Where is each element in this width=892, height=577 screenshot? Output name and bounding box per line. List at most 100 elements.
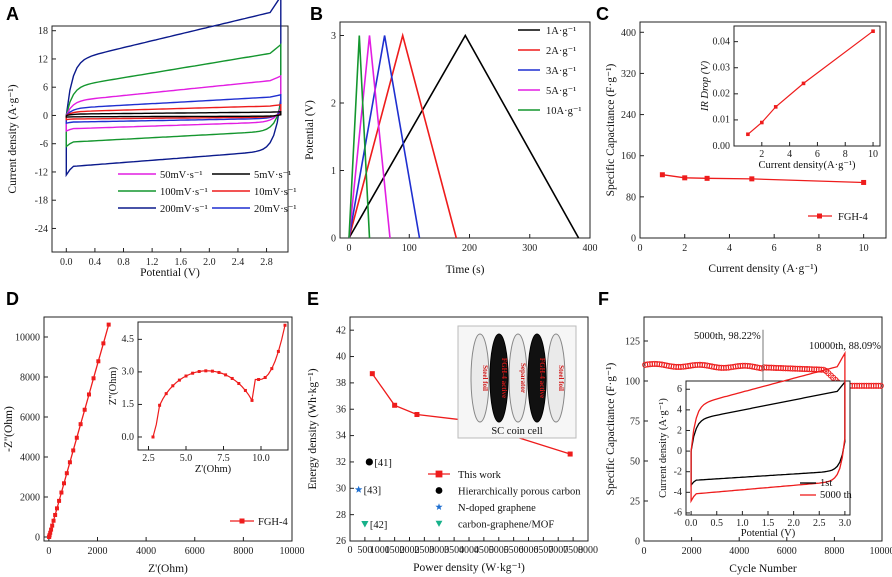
x-tick-label: 8000 xyxy=(233,546,253,557)
y-tick-label: 0 xyxy=(677,446,682,457)
annotation-5000: 5000th, 98.22% xyxy=(694,331,761,342)
x-tick-label: 6 xyxy=(815,149,820,160)
inset-y-label: IR Drop (V) xyxy=(700,60,711,112)
x-tick-label: 7.5 xyxy=(217,453,230,464)
x-tick-label: 7500 xyxy=(563,545,583,556)
x-tick-label: 4 xyxy=(727,243,732,254)
data-point xyxy=(106,322,111,327)
x-tick-label: 2000 xyxy=(87,546,107,557)
data-point xyxy=(59,490,64,495)
x-tick-label: 8 xyxy=(816,243,821,254)
y-tick-label: 2 xyxy=(331,99,336,110)
axis-d: 0 2000 4000 6000 8000 10000 0 2000 4000 6000 8000 1… xyxy=(15,333,305,558)
data-point xyxy=(48,530,53,535)
y-tick-label: 0 xyxy=(35,533,40,544)
cv-curve xyxy=(65,43,282,148)
inset-x-label: Current density(A·g⁻¹) xyxy=(758,160,856,171)
x-tick-label: 10000 xyxy=(280,546,305,557)
data-point xyxy=(67,460,72,465)
legend-label: 5mV·s⁻¹ xyxy=(254,170,291,181)
reference-label: [41] xyxy=(374,458,392,469)
legend-label: 5000 th xyxy=(820,490,853,501)
inset-point xyxy=(270,367,274,371)
data-point xyxy=(861,179,867,185)
capacitance-line xyxy=(662,174,864,184)
nyquist-line xyxy=(48,324,110,538)
data-point xyxy=(61,481,66,486)
x-tick-label: 4000 xyxy=(459,545,479,556)
cv-curve xyxy=(65,74,282,133)
x-tick-label: 6500 xyxy=(533,545,553,556)
y-tick-label: 4000 xyxy=(20,453,40,464)
legend-e: This work Hierarchically porous carbon N-d… xyxy=(428,470,581,531)
plot-frame-d xyxy=(43,316,293,542)
inset-point xyxy=(210,369,214,373)
y-tick-label: 4 xyxy=(677,405,682,416)
gcd-curve xyxy=(348,35,371,239)
inset-point xyxy=(224,373,228,377)
x-tick-label: 10000 xyxy=(870,546,892,557)
data-point xyxy=(86,392,91,397)
inset-point xyxy=(171,384,175,388)
cycle-point xyxy=(875,382,882,389)
inset-point xyxy=(230,376,234,380)
y-axis-label-c: Specific Capacitance (F·g⁻¹) xyxy=(605,63,617,196)
plot-frame-f xyxy=(643,316,883,542)
inset-point xyxy=(243,388,247,392)
x-tick-label: 5500 xyxy=(504,545,524,556)
x-tick-label: 2.4 xyxy=(232,257,245,268)
y-tick-label: 0.02 xyxy=(713,89,731,100)
data-point xyxy=(54,506,59,511)
y-tick-label: 0 xyxy=(631,234,636,245)
x-axis-label-f: Cycle Number xyxy=(729,563,797,575)
x-tick-label: 6 xyxy=(772,243,777,254)
data-point xyxy=(50,523,55,528)
data-point xyxy=(682,175,688,181)
chart-e: 0 500100015002000250030003500400045005000… xyxy=(307,316,598,574)
data-point xyxy=(82,407,87,412)
x-tick-label: 500 xyxy=(357,545,372,556)
inset-cv-curve xyxy=(690,350,846,504)
legend-label: 3A·g⁻¹ xyxy=(546,66,576,77)
y-axis-label-f: Specific Capacitance (F·g⁻¹) xyxy=(605,362,617,495)
series-group-c xyxy=(659,172,867,185)
y-tick-label: 160 xyxy=(621,151,636,162)
y-tick-label: 34 xyxy=(336,431,346,442)
ir-point xyxy=(871,29,875,34)
x-tick-label: 1.5 xyxy=(762,518,775,529)
coin-cell-title: SC coin cell xyxy=(491,426,542,437)
inset-point xyxy=(263,375,267,379)
y-tick-label: 0 xyxy=(635,537,640,548)
legend-label: 100mV·s⁻¹ xyxy=(160,187,208,198)
y-tick-label: 400 xyxy=(621,28,636,39)
data-point xyxy=(74,435,79,440)
x-tick-label: 0 xyxy=(642,546,647,557)
legend-label: 5A·g⁻¹ xyxy=(546,86,576,97)
reference-point xyxy=(365,458,373,466)
legend-label: 200mV·s⁻¹ xyxy=(160,204,208,215)
data-point xyxy=(392,402,398,408)
foil-layer xyxy=(546,333,566,423)
y-tick-label: 0 xyxy=(331,234,336,245)
x-tick-label: 2.0 xyxy=(787,518,800,529)
inset-point xyxy=(250,398,254,402)
axis-e: 0 500100015002000250030003500400045005000… xyxy=(336,325,598,556)
x-tick-label: 1.2 xyxy=(146,257,159,268)
y-tick-label: 1.5 xyxy=(122,399,135,410)
legend-label: 2A·g⁻¹ xyxy=(546,46,576,57)
x-tick-label: 6000 xyxy=(185,546,205,557)
plot-frame-a xyxy=(51,25,289,253)
x-tick-label: 1000 xyxy=(370,545,390,556)
legend-label: 10A·g⁻¹ xyxy=(546,106,582,117)
x-tick-label: 400 xyxy=(583,243,598,254)
y-tick-label: 26 xyxy=(336,536,346,547)
y-tick-label: 10000 xyxy=(15,333,40,344)
legend-label: Hierarchically porous carbon xyxy=(458,487,581,498)
inset-point xyxy=(283,323,287,327)
x-tick-label: 4000 xyxy=(136,546,156,557)
ir-point xyxy=(760,120,764,125)
y-tick-label: 100 xyxy=(625,377,640,388)
x-tick-label: 2000 xyxy=(682,546,702,557)
plot-frame-b xyxy=(339,21,591,239)
